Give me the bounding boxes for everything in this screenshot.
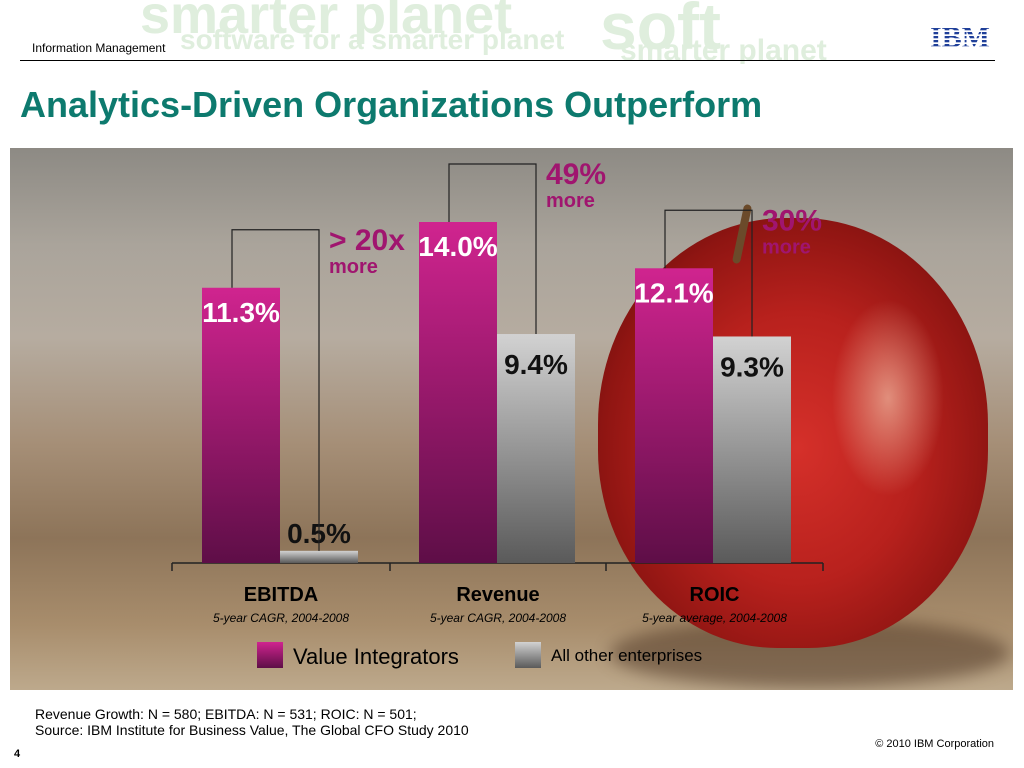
x-axis-category-label: EBITDA [244,584,318,606]
legend-swatch-all-other-enterprises [515,642,541,668]
ibm-logo: IBM [930,21,990,52]
bar-value-integrators [635,268,713,563]
x-axis-category-label: Revenue [456,584,539,606]
page-number: 4 [14,748,21,760]
section-label: Information Management [32,41,166,55]
data-label-value-integrators: 14.0% [418,231,497,262]
comparison-caption: more [546,190,595,212]
bar-value-integrators [419,222,497,563]
bar-all-other-enterprises [280,550,358,563]
legend-label-all-other-enterprises: All other enterprises [551,646,702,665]
logo-text: IBM [930,21,990,52]
data-label-all-other-enterprises: 9.4% [504,349,568,380]
footnote: Revenue Growth: N = 580; EBITDA: N = 531… [35,706,469,738]
data-label-value-integrators: 12.1% [634,277,713,308]
footnote-source: Source: IBM Institute for Business Value… [35,722,469,738]
legend-label-value-integrators: Value Integrators [293,644,459,669]
comparison-bracket [448,163,537,335]
comparison-bracket [664,209,753,337]
x-axis-category-subtitle: 5-year average, 2004-2008 [642,611,787,625]
bar-value-integrators [202,287,280,563]
comparison-value: > 20x [329,224,405,257]
x-axis-category-subtitle: 5-year CAGR, 2004-2008 [430,611,566,625]
comparison-caption: more [329,256,378,278]
bar-all-other-enterprises [713,336,791,563]
comparison-value: 30% [762,204,822,237]
comparison-caption: more [762,236,811,258]
x-axis-category-label: ROIC [690,584,740,606]
header-divider [20,60,995,61]
comparison-bracket [231,229,320,551]
data-label-all-other-enterprises: 9.3% [720,351,784,382]
legend-swatch-value-integrators [257,642,283,668]
x-axis-category-subtitle: 5-year CAGR, 2004-2008 [213,611,349,625]
footnote-sample-sizes: Revenue Growth: N = 580; EBITDA: N = 531… [35,706,417,722]
bar-all-other-enterprises [497,334,575,563]
copyright: © 2010 IBM Corporation [875,738,994,750]
comparison-value: 49% [546,158,606,191]
page-title: Analytics-Driven Organizations Outperfor… [20,84,763,125]
data-label-value-integrators: 11.3% [202,297,280,328]
